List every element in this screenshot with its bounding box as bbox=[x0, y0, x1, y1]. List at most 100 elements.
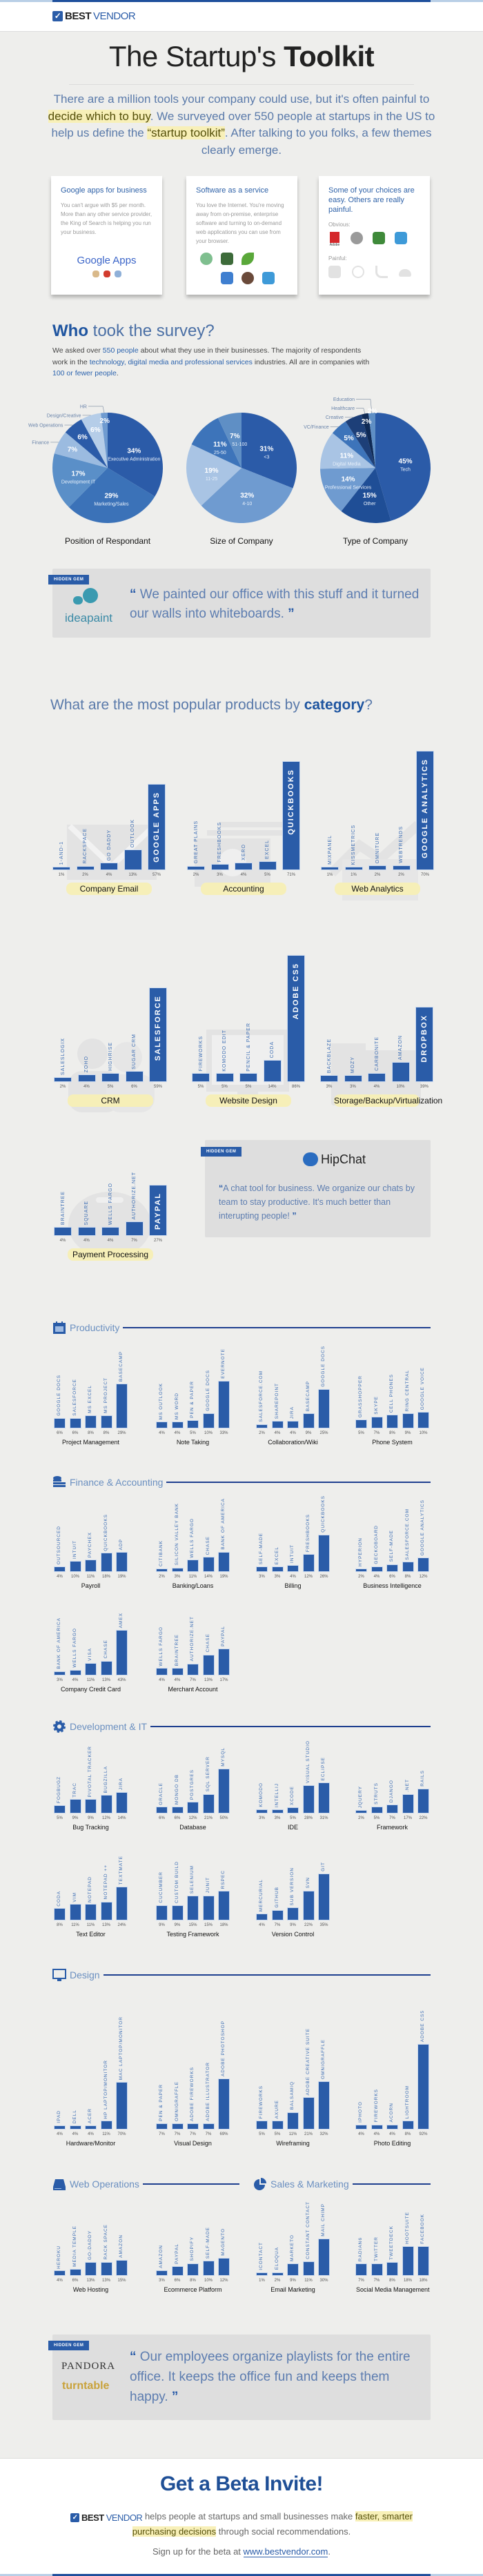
bar-label: SELF-MADE bbox=[205, 2226, 210, 2259]
bar bbox=[272, 2121, 283, 2129]
bar bbox=[235, 863, 252, 869]
bar-value: 14% bbox=[204, 1575, 213, 1579]
section-rule bbox=[166, 1482, 431, 1483]
bar-chart: RADIAN6 7% TWITTER 7% TWEETDECK 8% HOOTSUITE 18… bbox=[356, 2110, 477, 2306]
pie-slice bbox=[101, 413, 108, 468]
close-quote-icon: ” bbox=[284, 607, 295, 621]
bar bbox=[86, 1800, 96, 1813]
bar-value: 5% bbox=[197, 1085, 204, 1089]
bar bbox=[188, 1802, 198, 1813]
bestvendor-link[interactable]: www.bestvendor.com bbox=[243, 2546, 328, 2557]
bar-value: 18% bbox=[101, 1575, 110, 1579]
bar bbox=[418, 1789, 428, 1813]
bar bbox=[371, 2264, 382, 2275]
bar bbox=[55, 2271, 65, 2275]
hipchat-logo: HipChat bbox=[321, 1152, 366, 1166]
pie-slice bbox=[201, 468, 293, 523]
bestvendor-logo[interactable]: ✓ BEST VENDOR bbox=[70, 2511, 143, 2525]
bar-value: 5% bbox=[290, 1816, 296, 1820]
bar-value: 2% bbox=[193, 873, 199, 877]
bar-value: 24% bbox=[117, 1923, 126, 1927]
bar bbox=[272, 1809, 283, 1813]
bar-value: 4% bbox=[83, 1085, 90, 1089]
bar-value: 13% bbox=[101, 1923, 110, 1927]
bar bbox=[203, 2261, 214, 2275]
bar-label: PAYPAL bbox=[221, 1626, 226, 1646]
bar bbox=[257, 2121, 267, 2129]
bar-value: 7% bbox=[205, 2132, 212, 2136]
text-segment: There are a million tools your company c… bbox=[53, 92, 430, 106]
bar bbox=[193, 1074, 209, 1081]
bar bbox=[303, 1555, 314, 1571]
bar-label: AUTHORIZE.NET bbox=[132, 1171, 137, 1220]
bar-label: SALESFORCE.COM bbox=[404, 1508, 410, 1560]
bar bbox=[356, 1420, 366, 1428]
pie-slice bbox=[186, 444, 241, 506]
bar bbox=[387, 1415, 397, 1428]
section-rule bbox=[123, 1327, 431, 1328]
bar-chart: 1-AND-1 1% RACKSPACE 2% GO DADDY 4% OUTLOOK 13%… bbox=[53, 704, 174, 901]
bar bbox=[288, 1808, 298, 1813]
bar-label: EVERNOTE bbox=[221, 1348, 226, 1379]
slice-percent: 2% bbox=[367, 408, 377, 415]
chart-title: Business Intelligence bbox=[363, 1582, 422, 1589]
pie-slice bbox=[81, 413, 108, 468]
slice-percent: 7% bbox=[68, 446, 78, 453]
emphasis-text: 550 people bbox=[102, 346, 139, 355]
bar-label: KOMODO EDIT bbox=[222, 1029, 227, 1072]
intro-paragraph: There are a million tools your company c… bbox=[46, 91, 437, 159]
survey-paragraph: We asked over 550 people about what they… bbox=[52, 345, 370, 380]
bar bbox=[86, 1663, 96, 1675]
slice-callout-label: Web Operations bbox=[28, 424, 63, 429]
leader-line bbox=[356, 408, 366, 414]
chart-title: Bug Tracking bbox=[72, 1824, 109, 1831]
bar-value: 11% bbox=[86, 1575, 95, 1579]
pie-slice bbox=[108, 413, 163, 497]
bar bbox=[78, 1074, 95, 1081]
bar-chart: SALESFORCE.COM 2% SHAREPOINT 4% JIRA 4% BASECA… bbox=[257, 1262, 377, 1459]
calendar-icon bbox=[53, 1321, 66, 1334]
bar bbox=[86, 2262, 96, 2275]
bar-value: 2% bbox=[259, 1431, 265, 1435]
phone-icon bbox=[375, 266, 388, 278]
bar-chart: BRAINTREE 4% SQUARE 4% WELLS FARGO 4% AUTHORIZ… bbox=[55, 1070, 175, 1266]
title-light: The Startup's bbox=[108, 40, 284, 72]
bar-chart: ORACLE 6% MONGO DB 6% POSTGRES 12% SQL SERVER 2… bbox=[157, 1647, 277, 1844]
bar-label: GITHUB bbox=[274, 1887, 279, 1908]
bar-label: PAYPAL bbox=[174, 2243, 179, 2264]
bar-label: .NET bbox=[404, 1778, 410, 1792]
bar-chart: MERCURIAL 4% GITHUB 7% SUB VERSION 9% SVN 22% GI… bbox=[257, 1754, 377, 1951]
slice-percent: 6% bbox=[77, 433, 88, 441]
bar-value: 17% bbox=[403, 1816, 412, 1820]
bar bbox=[321, 1075, 337, 1081]
bar-label: GREAT PLAINS bbox=[193, 820, 199, 864]
bar-value: 5% bbox=[107, 1085, 114, 1089]
bar-value: 9% bbox=[305, 1431, 312, 1435]
bar-value: 86% bbox=[291, 1085, 300, 1089]
bar bbox=[344, 1075, 362, 1081]
bar-chart: OUTSOURCED 4% INTUIT 10% PAYCHEX 11% QUICKBOOK… bbox=[55, 1406, 175, 1602]
pie-title: Position of Respondant bbox=[64, 536, 151, 546]
bar-value: 5% bbox=[358, 1431, 364, 1435]
bar-value: 12% bbox=[101, 1816, 110, 1820]
bar-label: RACKSPACE bbox=[83, 828, 88, 864]
bar-value: 43% bbox=[117, 1678, 126, 1682]
bar-value: 3% bbox=[274, 1816, 281, 1820]
footer-text-end: through social recommendations. bbox=[216, 2526, 351, 2537]
bar bbox=[356, 1569, 366, 1571]
hidden-gem-hipchat: HIDDEN GEM HipChat “A chat tool for busi… bbox=[201, 1140, 431, 1237]
bestvendor-logo[interactable]: ✓ BEST VENDOR bbox=[52, 10, 136, 22]
bar bbox=[257, 1424, 267, 1428]
bar-label: XERO bbox=[241, 844, 246, 861]
bar bbox=[117, 2083, 127, 2129]
bar-value: 35% bbox=[319, 1923, 328, 1927]
gem-quote: A chat tool for business. We organize ou… bbox=[219, 1183, 415, 1221]
quickbooks-icon bbox=[373, 232, 385, 244]
bar bbox=[55, 1418, 65, 1428]
open-quote-icon: “ bbox=[130, 2350, 140, 2364]
bar-label: DJANGO bbox=[389, 1780, 395, 1803]
hipchat-bubble-icon bbox=[303, 1152, 318, 1166]
signup-end: . bbox=[328, 2546, 331, 2557]
bar-value: 4% bbox=[259, 1923, 265, 1927]
bar-value: 70% bbox=[117, 2132, 126, 2136]
